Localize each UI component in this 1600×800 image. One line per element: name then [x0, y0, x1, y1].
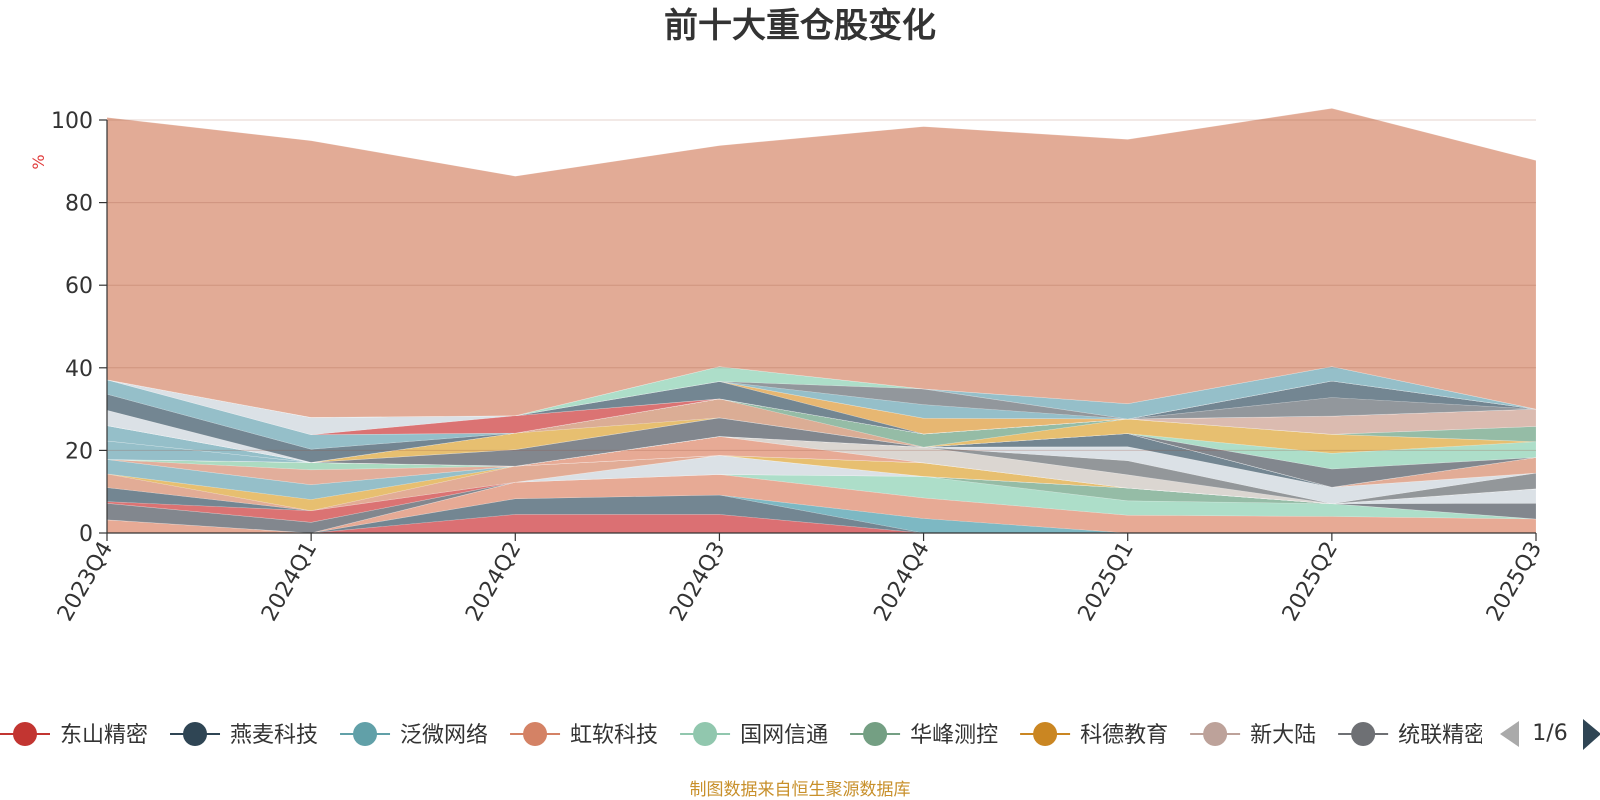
y-tick-label: 60 — [65, 274, 93, 299]
legend-marker-icon — [183, 722, 208, 746]
area-series-58 — [106, 108, 1537, 418]
legend-marker-icon — [1203, 722, 1228, 746]
legend-item[interactable]: 新大陆 — [1190, 722, 1316, 748]
x-tick-label: 2024Q4 — [869, 538, 934, 626]
legend-item[interactable]: 燕麦科技 — [170, 722, 318, 748]
legend-label: 科德教育 — [1080, 723, 1168, 748]
legend-marker-icon — [1033, 722, 1058, 746]
x-tick-label: 2024Q3 — [665, 538, 730, 626]
legend-item[interactable]: 泛微网络 — [340, 722, 488, 748]
area-series-34 — [106, 417, 1537, 470]
legend-item[interactable]: 东山精密 — [0, 722, 148, 748]
legend-label: 统联精密 — [1398, 723, 1486, 748]
legend-label: 燕麦科技 — [230, 723, 318, 748]
legend-item[interactable]: 国网信通 — [680, 722, 828, 748]
legend: 东山精密 燕麦科技 泛微网络 虹软科技 国网信通 华峰测控 科德教育 新大陆 统联精密 — [0, 722, 1486, 748]
source-note: 制图数据来自恒生聚源数据库 — [690, 780, 911, 800]
legend-marker-icon — [353, 722, 378, 746]
area-series-40 — [106, 398, 1537, 463]
legend-marker-icon — [1351, 722, 1376, 746]
legend-marker-icon — [693, 722, 718, 746]
x-tick-label: 2025Q2 — [1278, 538, 1343, 626]
legend-marker-icon — [863, 722, 888, 746]
legend-label: 华峰测控 — [910, 723, 998, 748]
legend-label: 东山精密 — [60, 723, 148, 748]
legend-marker-icon — [523, 722, 548, 746]
legend-item[interactable]: 统联精密 — [1338, 722, 1486, 748]
y-axis-unit: % — [29, 154, 48, 169]
legend-next-page-icon[interactable] — [1583, 719, 1600, 750]
x-tick-label: 2024Q2 — [461, 538, 526, 626]
y-tick-label: 0 — [79, 522, 93, 547]
x-tick-label: 2024Q1 — [257, 538, 322, 626]
legend-prev-page-icon[interactable] — [1500, 721, 1519, 747]
y-tick-label: 100 — [51, 109, 93, 134]
area-series-33 — [106, 417, 1537, 470]
legend-label: 泛微网络 — [400, 723, 488, 748]
legend-label: 国网信通 — [740, 723, 828, 748]
plot-area — [106, 108, 1537, 534]
legend-item[interactable]: 科德教育 — [1020, 722, 1168, 748]
y-tick-label: 80 — [65, 192, 93, 217]
legend-marker-icon — [13, 722, 37, 746]
legend-page-indicator: 1/6 — [1532, 721, 1567, 746]
x-tick-label: 2023Q4 — [53, 538, 118, 626]
area-series-37 — [106, 398, 1537, 463]
chart-title: 前十大重仓股变化 — [664, 6, 936, 46]
x-tick-label: 2025Q1 — [1074, 538, 1139, 626]
y-tick-label: 20 — [65, 439, 93, 464]
x-tick-label: 2025Q3 — [1482, 538, 1547, 626]
legend-label: 新大陆 — [1250, 723, 1316, 748]
legend-item[interactable]: 虹软科技 — [510, 722, 658, 748]
legend-item[interactable]: 华峰测控 — [850, 722, 998, 748]
legend-label: 虹软科技 — [570, 723, 658, 748]
y-tick-label: 40 — [65, 357, 93, 382]
